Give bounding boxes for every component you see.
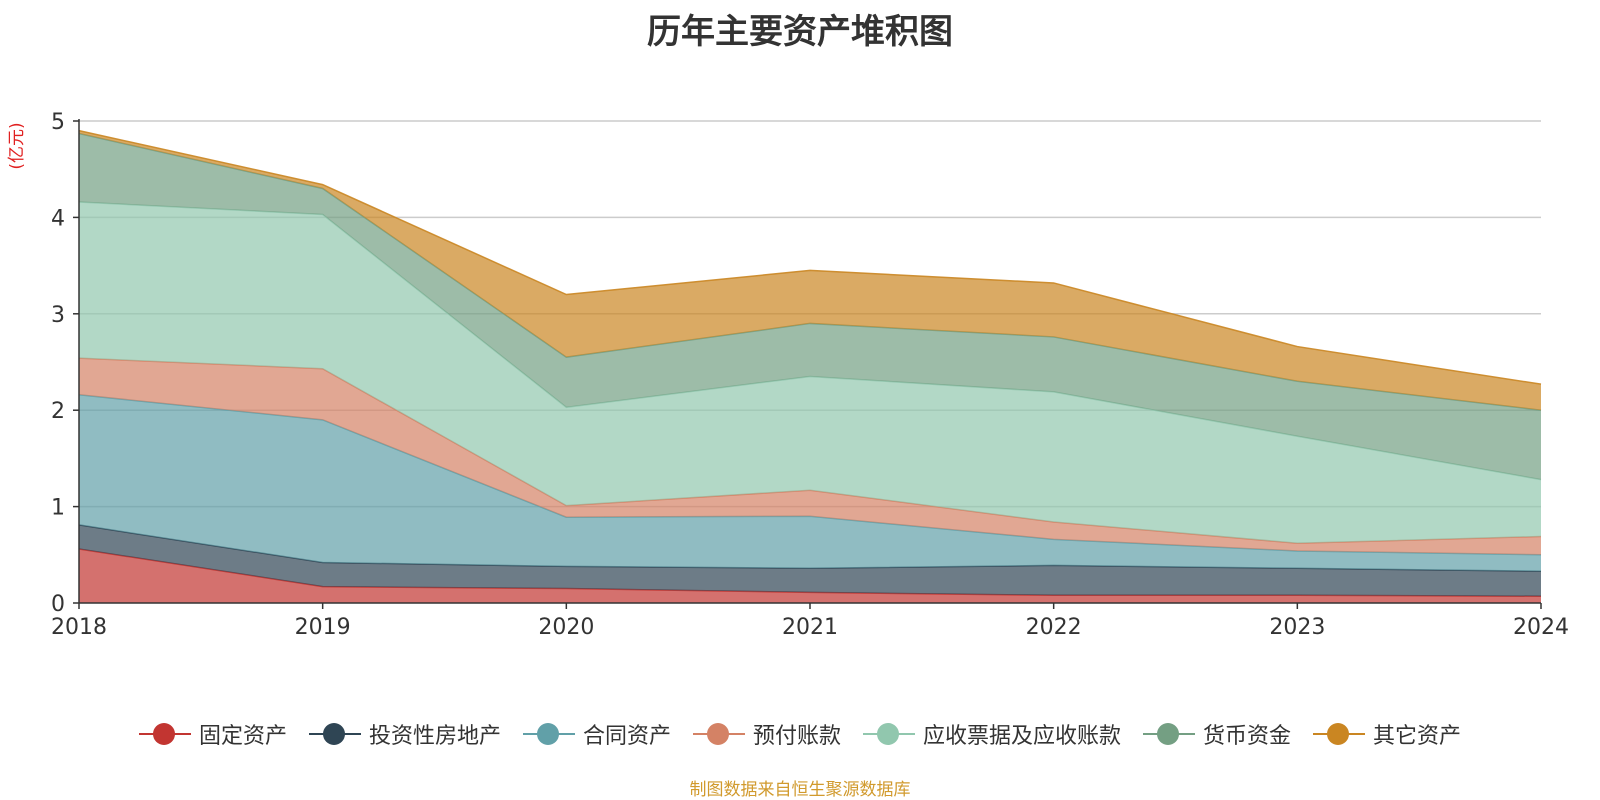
y-tick-label: 2 (51, 399, 65, 424)
area-series-1 (79, 549, 1541, 603)
y-tick-label: 0 (51, 592, 65, 617)
legend-swatch (138, 723, 191, 745)
legend-item-1[interactable]: 固定资产 (138, 718, 287, 750)
area-series-7-line (78, 129, 1542, 385)
x-tick-label: 2023 (1269, 615, 1325, 640)
area-series-6 (79, 133, 1541, 480)
y-tick-label: 4 (51, 206, 65, 231)
y-tick-label: 3 (51, 303, 65, 328)
legend-swatch (522, 723, 575, 745)
source-note: 制图数据来自恒生聚源数据库 (689, 780, 911, 800)
x-tick-label: 2020 (538, 615, 594, 640)
legend-item-6[interactable]: 货币资金 (1143, 718, 1291, 750)
x-tick-label: 2021 (782, 615, 838, 640)
legend-swatch (1313, 723, 1366, 745)
x-tick-label: 2019 (295, 615, 351, 640)
legend-item-7[interactable]: 其它资产 (1313, 718, 1461, 750)
legend-label: 货币资金 (1203, 724, 1292, 749)
legend-swatch (1143, 723, 1196, 745)
legend-item-3[interactable]: 合同资产 (522, 718, 671, 750)
area-series-2 (79, 524, 1541, 597)
area-series-7 (79, 130, 1541, 411)
chart-title: 历年主要资产堆积图 (647, 12, 953, 52)
axes: 0 1 2 3 4 5 2018 2019 2020 2021 2022 2023 2024 (51, 110, 1569, 640)
legend-label: 固定资产 (198, 724, 287, 749)
legend-item-5[interactable]: 应收票据及应收账款 (863, 718, 1121, 750)
y-tick-label: 1 (51, 496, 65, 521)
legend: 固定资产 投资性房地产 合同资产 预付账款 应收票据及应收账款 货币资金 其它资产 (0, 718, 1600, 750)
legend-swatch (692, 723, 745, 745)
legend-label: 预付账款 (752, 724, 841, 749)
legend-label: 投资性房地产 (368, 724, 501, 749)
y-axis-unit-label: (亿元) (7, 122, 27, 169)
legend-label: 合同资产 (582, 724, 671, 749)
x-tick-label: 2018 (51, 615, 107, 640)
legend-label: 应收票据及应收账款 (923, 724, 1122, 749)
legend-swatch (308, 723, 361, 745)
area-series-4 (79, 358, 1541, 555)
y-tick-label: 5 (51, 110, 65, 135)
area-series-layer (78, 129, 1542, 603)
legend-swatch (863, 723, 915, 745)
legend-item-4[interactable]: 预付账款 (692, 718, 841, 750)
x-tick-label: 2024 (1513, 615, 1569, 640)
x-tick-label: 2022 (1026, 615, 1082, 640)
area-series-5 (79, 201, 1541, 544)
area-series-3 (79, 394, 1541, 572)
legend-label: 其它资产 (1373, 724, 1462, 749)
legend-item-2[interactable]: 投资性房地产 (308, 718, 501, 750)
